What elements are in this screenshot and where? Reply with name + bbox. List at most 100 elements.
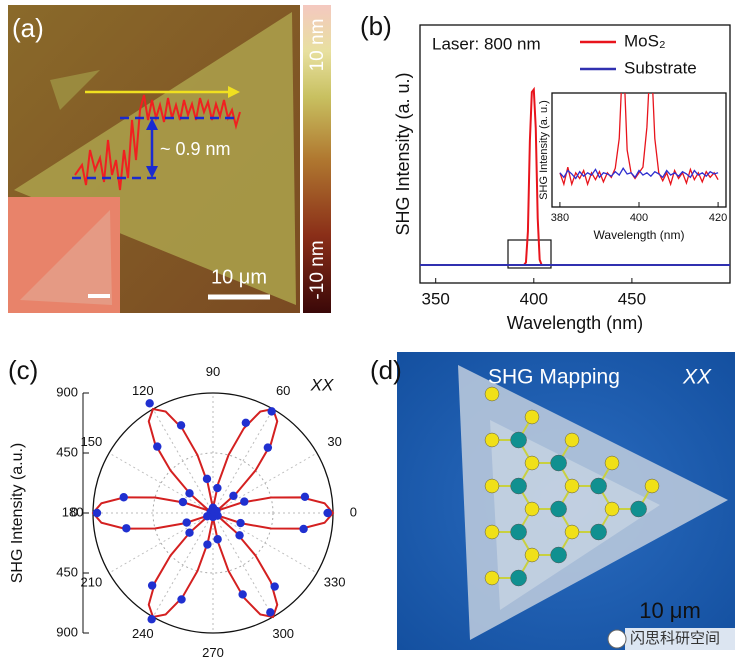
atom: [564, 478, 580, 494]
angle-tick-label: 240: [132, 626, 154, 641]
atom: [510, 431, 527, 449]
y-axis-label: SHG Intensity (a. u.): [538, 100, 550, 200]
data-point: [213, 511, 222, 520]
y-tick-label: 900: [56, 624, 78, 639]
plot-frame: [551, 92, 727, 208]
angle-grid: [108, 452, 214, 514]
data-point: [236, 518, 245, 528]
atom: [590, 477, 607, 495]
x-tick-label: 450: [618, 289, 646, 308]
atom: [484, 478, 500, 494]
x-tick-label: 420: [709, 212, 727, 224]
angle-tick-label: 210: [81, 575, 103, 590]
angle-tick-label: 60: [276, 383, 290, 398]
data-point: [213, 535, 222, 544]
atom: [510, 477, 527, 495]
angle-grid: [212, 512, 274, 618]
y-tick-label: 450: [56, 564, 78, 579]
scale-bar-label: 10 μm: [639, 598, 701, 623]
colorbar-max: 10 nm: [307, 19, 328, 72]
atom: [550, 500, 567, 518]
step-arrowhead: [146, 166, 158, 178]
data-point: [270, 582, 279, 591]
legend-label: MoS₂: [624, 31, 666, 50]
step-height: ~ 0.9 nm: [160, 139, 231, 159]
annotation: Laser: 800 nm: [432, 34, 541, 53]
zoom-box: [507, 239, 552, 269]
panel-label: (b): [360, 11, 392, 41]
angle-tick-label: 300: [272, 626, 294, 641]
atom: [604, 455, 620, 471]
y-tick-label: 450: [56, 444, 78, 459]
data-point: [147, 581, 157, 590]
angle-tick-label: 330: [324, 575, 346, 590]
data-point: [213, 483, 222, 493]
angle-grid: [212, 408, 274, 514]
data-point: [229, 491, 238, 501]
polarization: XX: [682, 366, 712, 389]
watermark: 闪思科研空间: [630, 630, 720, 647]
data-point: [122, 524, 131, 533]
y-axis-label: SHG Intensity (a.u.): [9, 443, 26, 584]
data-point: [300, 492, 310, 501]
plot: 380 400 420 Wavelength (nm) SHG Intensity (a…: [538, 92, 727, 242]
plot: 350 400 450 Wavelength (nm) SHG Intensity (a…: [393, 24, 731, 333]
data-point: [323, 508, 332, 518]
data-point: [267, 407, 276, 416]
profile-arrowhead: [228, 86, 240, 98]
angle-tick-label: 90: [206, 364, 220, 379]
atom: [630, 500, 647, 518]
legend-label: Substrate: [624, 58, 697, 77]
series-line: [559, 93, 719, 187]
atom: [564, 432, 580, 448]
angle-grid: [108, 512, 214, 574]
polar-plot: 900 450 0 450 900 0 30 60 90 120 150 180 210 240 270 30…: [9, 364, 357, 660]
angle-grid: [212, 512, 318, 574]
colorbar: [303, 5, 331, 313]
data-point: [92, 508, 102, 518]
data-point: [235, 531, 244, 540]
data-point: [203, 540, 212, 549]
atom: [524, 409, 540, 425]
y-tick-label: 900: [56, 384, 78, 399]
annotation: XX: [310, 375, 334, 394]
angle-grid: [152, 408, 214, 514]
data-point: [147, 615, 156, 624]
atom: [550, 546, 567, 564]
atom: [484, 524, 500, 540]
data-point: [266, 608, 275, 617]
series-line: [559, 167, 719, 180]
data-point: [119, 493, 128, 502]
atom: [550, 454, 567, 472]
panel-label: (a): [12, 13, 44, 43]
atom: [564, 524, 580, 540]
data-point: [202, 474, 212, 484]
data-point: [177, 595, 186, 604]
panel-label: (d): [370, 355, 402, 385]
x-tick-label: 380: [551, 212, 569, 224]
data-point: [240, 497, 249, 506]
panel-d: SHG Mapping XX 10 μm 闪思科研空间: [397, 352, 735, 650]
atom: [590, 523, 607, 541]
atom: [524, 455, 540, 471]
atom: [524, 547, 540, 563]
panel-label: (c): [8, 355, 38, 385]
atom: [510, 523, 527, 541]
x-axis-label: Wavelength (nm): [594, 228, 685, 242]
data-point: [176, 421, 186, 430]
data-point: [185, 489, 194, 498]
y-tick-label: 0: [71, 504, 78, 519]
colorbar-min: -10 nm: [307, 240, 328, 299]
data-point: [182, 518, 191, 527]
height-profile: [74, 94, 241, 191]
angle-tick-label: 0: [350, 504, 357, 519]
data-point: [299, 524, 308, 534]
atom: [604, 501, 620, 517]
x-tick-label: 400: [520, 289, 548, 308]
watermark-bg: [625, 628, 735, 650]
angle-tick-label: 120: [132, 383, 154, 398]
angle-tick-label: 180: [62, 504, 84, 519]
atom: [644, 478, 660, 494]
flake: [14, 12, 296, 305]
